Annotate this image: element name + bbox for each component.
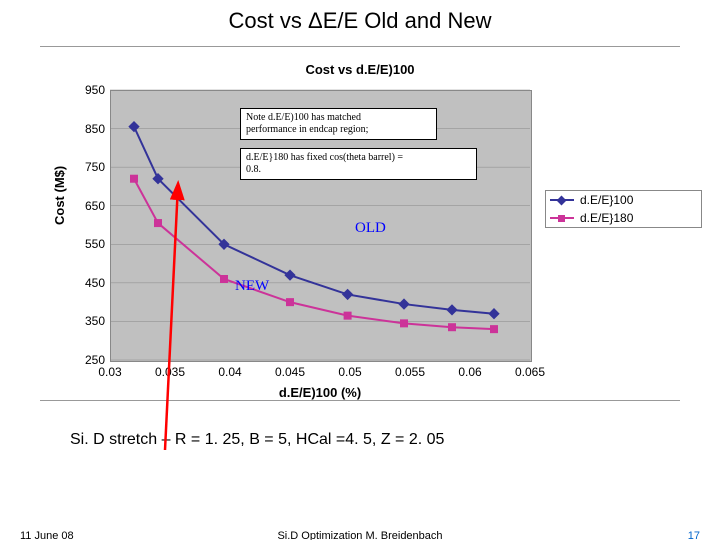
ytick: 350	[65, 314, 105, 328]
ytick: 650	[65, 199, 105, 213]
ytick: 950	[65, 83, 105, 97]
rule-top	[40, 46, 680, 47]
legend-row-1: d.E/E}180	[546, 209, 701, 227]
slide-title: Cost vs ΔE/E Old and New	[0, 8, 720, 34]
footer-center: Si.D Optimization M. Breidenbach	[0, 530, 720, 540]
stretch-text: Si. D stretch – R = 1. 25, B = 5, HCal =…	[70, 430, 630, 451]
legend: d.E/E}100 d.E/E}180	[545, 190, 702, 228]
chart-area: 250350450550650750850950 0.030.0350.040.…	[110, 90, 530, 360]
xtick: 0.03	[98, 365, 121, 379]
slide: Cost vs ΔE/E Old and New Cost vs d.E/E)1…	[0, 0, 720, 540]
y-axis-label: Cost (M$)	[52, 166, 67, 225]
ytick: 550	[65, 237, 105, 251]
note-box-1: Note d.E/E)100 has matched performance i…	[240, 108, 437, 140]
xtick: 0.045	[275, 365, 305, 379]
legend-marker-0	[557, 196, 567, 206]
ytick: 850	[65, 122, 105, 136]
note2-l1: d.E/E}180 has fixed cos(theta barrel) =	[246, 152, 403, 163]
note-box-2: d.E/E}180 has fixed cos(theta barrel) = …	[240, 148, 477, 180]
xtick: 0.04	[218, 365, 241, 379]
x-axis-label: d.E/E)100 (%)	[110, 385, 530, 400]
note1-l2: performance in endcap region;	[246, 124, 368, 135]
legend-label-0: d.E/E}100	[580, 193, 633, 207]
ytick: 750	[65, 160, 105, 174]
new-label: NEW	[235, 278, 269, 295]
footer-page: 17	[688, 530, 700, 540]
legend-line-0	[550, 199, 574, 201]
legend-label-1: d.E/E}180	[580, 211, 633, 225]
note2-l2: 0.8.	[246, 164, 261, 175]
legend-marker-1	[558, 215, 565, 222]
xtick: 0.065	[515, 365, 545, 379]
legend-line-1	[550, 217, 574, 219]
ytick: 450	[65, 276, 105, 290]
note1-l1: Note d.E/E)100 has matched	[246, 112, 361, 123]
chart-title: Cost vs d.E/E)100	[0, 62, 720, 77]
xtick: 0.035	[155, 365, 185, 379]
xtick: 0.055	[395, 365, 425, 379]
xtick: 0.06	[458, 365, 481, 379]
legend-row-0: d.E/E}100	[546, 191, 701, 209]
rule-bottom	[40, 400, 680, 401]
xtick: 0.05	[338, 365, 361, 379]
old-label: OLD	[355, 220, 386, 237]
